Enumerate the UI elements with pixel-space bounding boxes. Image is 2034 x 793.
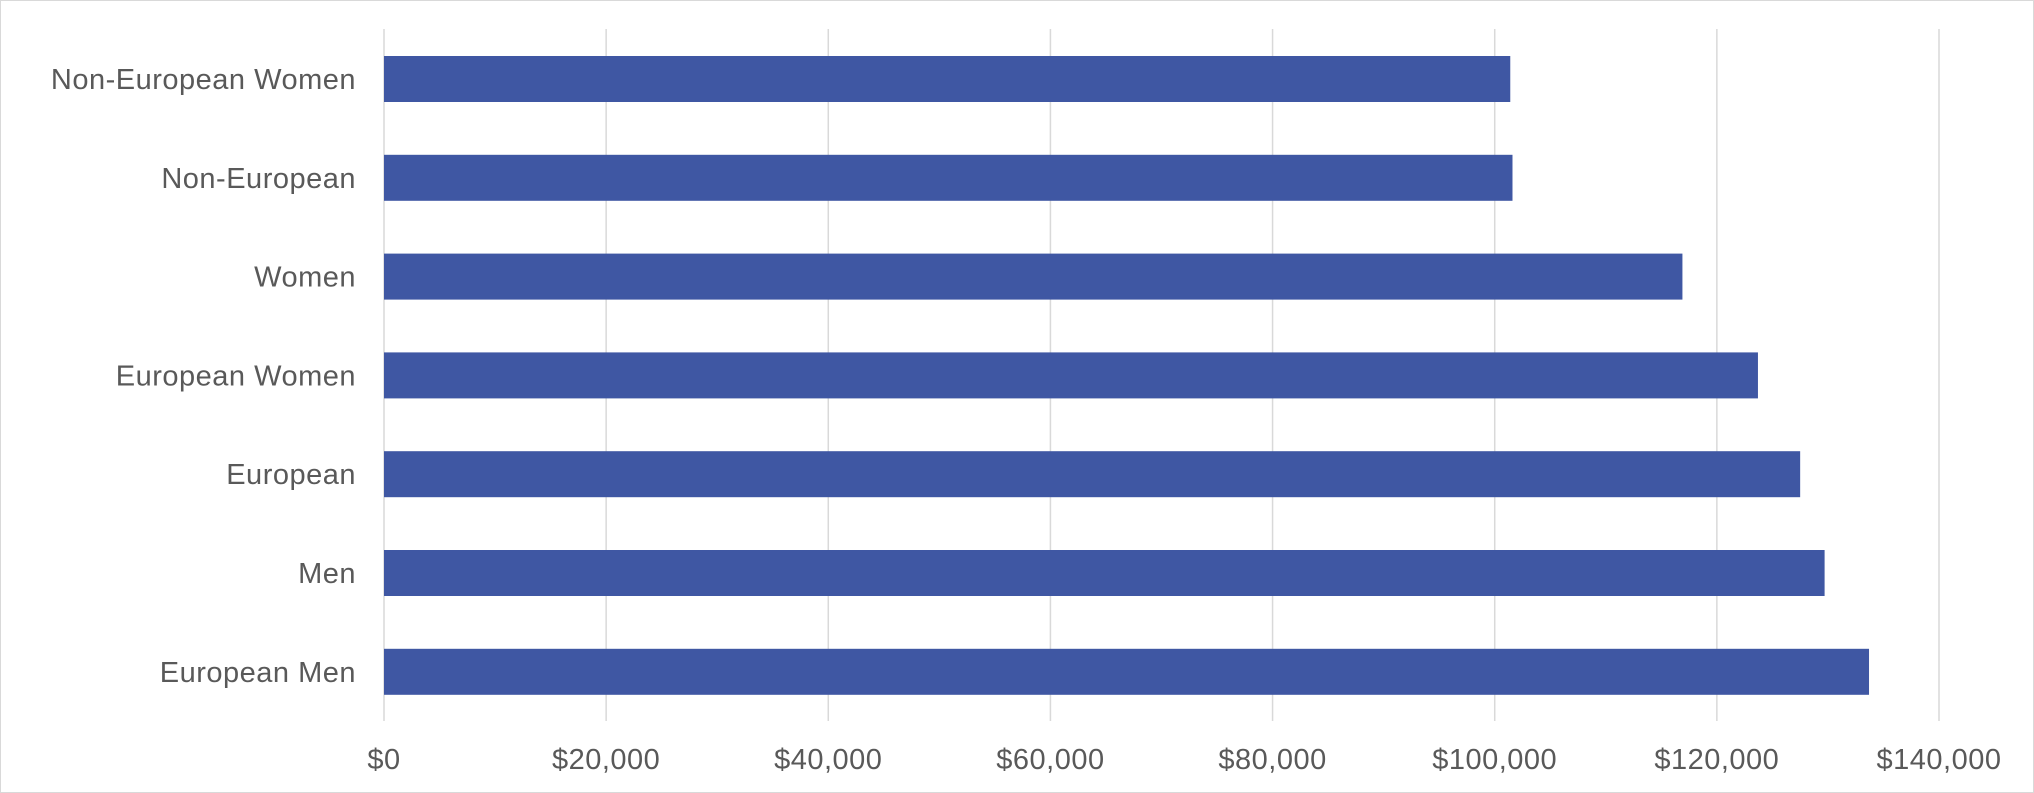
bar: [384, 648, 1870, 695]
category-label: European: [226, 459, 356, 491]
x-tick-label: $80,000: [1218, 744, 1326, 776]
category-label: European Women: [116, 360, 356, 392]
x-tick-label: $140,000: [1877, 744, 2002, 776]
x-tick-label: $60,000: [996, 744, 1104, 776]
bar: [384, 154, 1513, 201]
category-labels: Non-European Women Non-European Women Europ…: [51, 64, 356, 689]
category-label: Non-European Women: [51, 64, 356, 96]
bar: [384, 253, 1683, 300]
x-tick-label: $20,000: [552, 744, 660, 776]
bar: [384, 352, 1758, 399]
bar: [384, 550, 1825, 596]
x-tick-label: $40,000: [774, 744, 882, 776]
category-label: Men: [298, 558, 356, 590]
x-tick-label: $0: [367, 744, 400, 776]
bars: [384, 56, 1870, 695]
x-tick-label: $100,000: [1432, 744, 1557, 776]
bar: [384, 56, 1511, 102]
category-label: Non-European: [161, 163, 356, 195]
bar: [384, 451, 1801, 498]
x-axis-tick-labels: $0 $20,000 $40,000 $60,000 $80,000 $100,000 $1…: [367, 744, 2001, 776]
category-label: Women: [254, 262, 356, 294]
category-label: European Men: [160, 657, 356, 689]
x-tick-label: $120,000: [1654, 744, 1779, 776]
